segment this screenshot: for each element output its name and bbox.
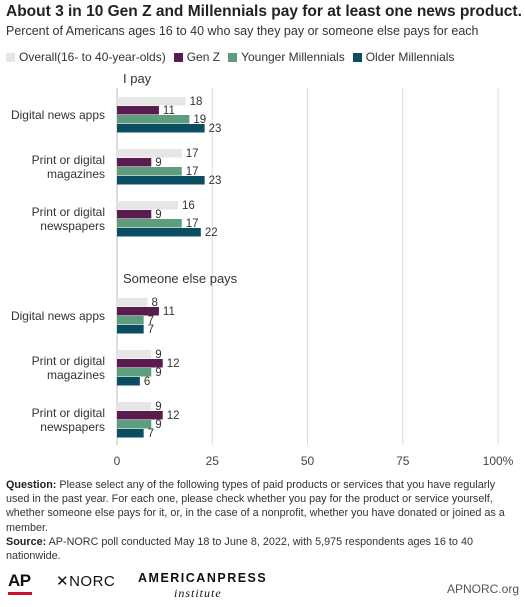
chart-title: About 3 in 10 Gen Z and Millennials pay … (6, 3, 522, 20)
legend-item: Older Millennials (352, 50, 455, 64)
bar (117, 359, 163, 368)
bar (117, 106, 159, 115)
category-label: Print or digital (32, 406, 105, 420)
data-label: 19 (193, 114, 206, 126)
bar (117, 149, 182, 158)
data-label: 11 (163, 306, 175, 318)
bar (117, 167, 182, 176)
ap-logo-underline (8, 592, 32, 595)
source-label: Source: (6, 535, 47, 548)
category-label: newspapers (40, 420, 105, 434)
data-label: 9 (155, 209, 161, 221)
data-label: 17 (186, 218, 199, 230)
bar (117, 124, 205, 133)
data-label: 17 (186, 166, 199, 178)
bar (117, 158, 152, 167)
legend-label: Overall(16- to 40-year-olds) (19, 50, 166, 64)
data-label: 17 (186, 148, 199, 160)
data-label: 23 (209, 175, 222, 187)
data-label: 22 (205, 227, 218, 239)
bar (117, 201, 178, 210)
legend-swatch (352, 52, 362, 62)
bar (117, 298, 148, 307)
api-logo-top: AMERICANPRESS (138, 571, 268, 585)
data-label: 7 (148, 428, 154, 440)
data-label: 16 (182, 200, 195, 212)
legend-swatch (173, 52, 183, 62)
bar (117, 420, 152, 429)
x-tick-label: 75 (396, 454, 410, 468)
legend-item: Younger Millennials (228, 50, 345, 64)
bar (117, 176, 205, 185)
legend-item: Overall(16- to 40-year-olds) (6, 50, 166, 64)
bar (117, 325, 144, 334)
data-label: 9 (155, 367, 161, 379)
bar (117, 368, 152, 377)
category-label: Print or digital (32, 205, 105, 219)
data-label: 9 (155, 349, 161, 361)
data-label: 9 (155, 401, 161, 413)
data-label: 9 (155, 419, 161, 431)
norc-logo: ✕NORC (56, 573, 116, 590)
bar (117, 210, 152, 219)
chart-subtitle: Percent of Americans ages 16 to 40 who s… (6, 24, 479, 38)
data-label: 7 (148, 315, 154, 327)
category-label: magazines (47, 368, 105, 382)
data-label: 12 (167, 358, 180, 370)
legend-swatch (6, 52, 15, 62)
category-label: magazines (47, 167, 105, 181)
norc-logo-text: NORC (69, 573, 116, 590)
category-label: Digital news apps (11, 108, 105, 122)
category-label: newspapers (40, 219, 105, 233)
data-label: 7 (148, 324, 154, 336)
data-label: 12 (167, 410, 180, 422)
legend-label: Older Millennials (365, 50, 455, 64)
group-header: Someone else pays (123, 271, 238, 286)
bar (117, 411, 163, 420)
x-tick-label: 100% (483, 454, 514, 468)
bar (117, 115, 190, 124)
legend-swatch (228, 52, 238, 62)
data-label: 18 (190, 96, 203, 108)
x-tick-label: 50 (301, 454, 315, 468)
question-label: Question: (6, 479, 57, 491)
data-label: 6 (144, 376, 150, 388)
api-logo-bottom: institute (174, 586, 222, 600)
bar (117, 316, 144, 325)
category-label: Print or digital (32, 354, 105, 368)
x-tick-label: 25 (206, 454, 220, 468)
bar (117, 219, 182, 228)
bar (117, 307, 159, 316)
data-label: 8 (151, 297, 157, 309)
footer-url: APNORC.org (446, 582, 519, 596)
bar (117, 228, 201, 237)
bar (117, 429, 144, 438)
question-text: Please select any of the following types… (6, 479, 505, 534)
data-label: 11 (163, 105, 175, 117)
legend: Overall(16- to 40-year-olds) Gen Z Younger… (6, 50, 462, 64)
legend-label: Younger Millennials (241, 50, 345, 64)
x-tick-label: 0 (114, 454, 121, 468)
notes: Question: Please select any of the follo… (6, 478, 518, 563)
bar (117, 350, 152, 359)
legend-label: Gen Z (186, 50, 221, 64)
ap-logo: AP (8, 571, 31, 590)
data-label: 9 (155, 157, 161, 169)
bar (117, 97, 186, 106)
bar (117, 402, 152, 411)
legend-item: Gen Z (173, 50, 221, 64)
category-label: Digital news apps (11, 309, 105, 323)
group-header: I pay (123, 71, 152, 86)
footer-logos: AP ✕NORC AMERICANPRESS institute APNORC.… (6, 568, 521, 602)
category-label: Print or digital (32, 153, 105, 167)
data-label: 23 (209, 123, 222, 135)
source-text: AP-NORC poll conducted May 18 to June 8,… (6, 535, 473, 563)
bar (117, 377, 140, 386)
